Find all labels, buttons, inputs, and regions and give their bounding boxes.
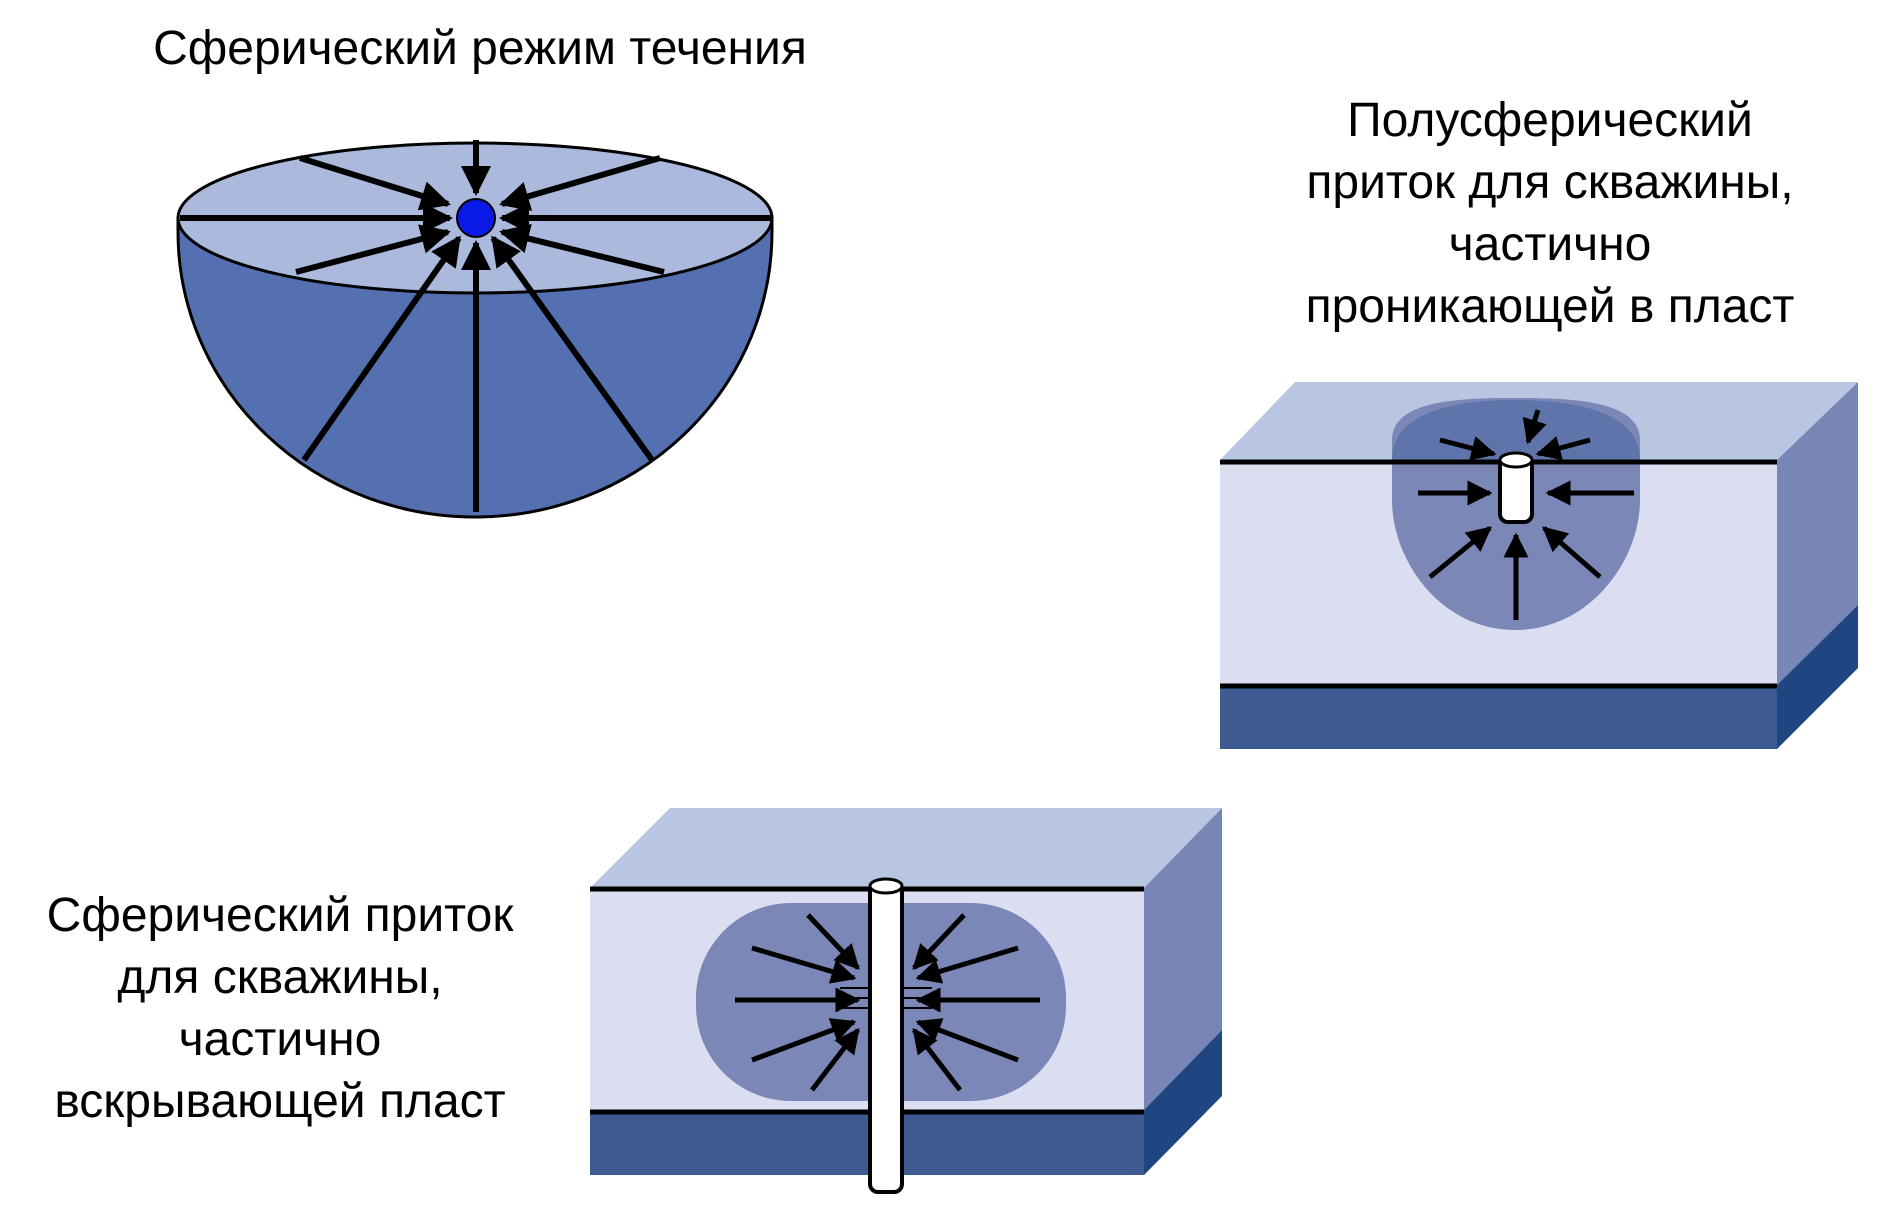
block-bottom-layer-side xyxy=(1144,1030,1222,1175)
hemispherical-flow-arrows xyxy=(1418,409,1634,620)
wellbore-top-opening xyxy=(868,877,904,895)
caption-line: для скважины, xyxy=(117,951,443,1004)
block-bottom-layer-side xyxy=(1777,605,1858,749)
hemisphere-diagram xyxy=(176,140,774,519)
flow-arrow xyxy=(915,945,1019,984)
block-side-face xyxy=(1144,808,1222,1110)
caption-line: вскрывающей пласт xyxy=(54,1075,506,1128)
flow-arrow xyxy=(1542,526,1602,579)
hemisphere-flow-arrows xyxy=(180,140,772,512)
wellbore-top-opening xyxy=(1498,451,1534,469)
flow-arrow xyxy=(912,913,966,970)
flow-arrow xyxy=(810,1028,860,1092)
flow-arrow xyxy=(806,913,860,970)
caption-line: частично xyxy=(178,1013,382,1066)
spherical-inflow-block xyxy=(590,808,1222,1194)
block-side-face xyxy=(1777,382,1858,685)
spherical-flow-arrows xyxy=(735,913,1040,1092)
caption-line: проникающей в пласт xyxy=(1305,280,1795,333)
hemispherical-inflow-block xyxy=(1220,382,1858,749)
flow-arrow xyxy=(490,235,655,462)
caption-spherical-inflow: Сферический приток для скважины, частичн… xyxy=(0,885,560,1133)
wellpoint-sphere xyxy=(456,198,496,238)
flow-arrow xyxy=(1428,526,1492,579)
caption-line: Полусферический xyxy=(1347,94,1753,147)
block-bottom-layer xyxy=(1220,685,1777,749)
flow-arrow xyxy=(499,155,661,211)
flow-arrow xyxy=(299,155,451,211)
flow-arrow xyxy=(301,235,462,462)
caption-line: Сферический режим течения xyxy=(153,22,807,75)
caption-hemispherical-inflow: Полусферический приток для скважины, час… xyxy=(1240,90,1860,338)
block-bottom-layer xyxy=(590,1110,1144,1175)
flow-arrow xyxy=(295,224,451,275)
caption-line: приток для скважины, xyxy=(1306,156,1794,209)
caption-line: частично xyxy=(1448,218,1652,271)
flow-arrow xyxy=(912,1028,962,1092)
flow-arrow xyxy=(1522,409,1547,445)
wellbore-long xyxy=(868,882,904,1194)
block-top-face xyxy=(590,808,1222,888)
flow-arrow xyxy=(1439,436,1497,461)
caption-line: Сферический приток xyxy=(46,889,514,942)
flow-arrow xyxy=(499,223,665,275)
flow-arrow xyxy=(751,945,857,984)
caption-spherical-flow-mode: Сферический режим течения xyxy=(80,18,880,80)
flow-arrow xyxy=(1535,436,1591,461)
